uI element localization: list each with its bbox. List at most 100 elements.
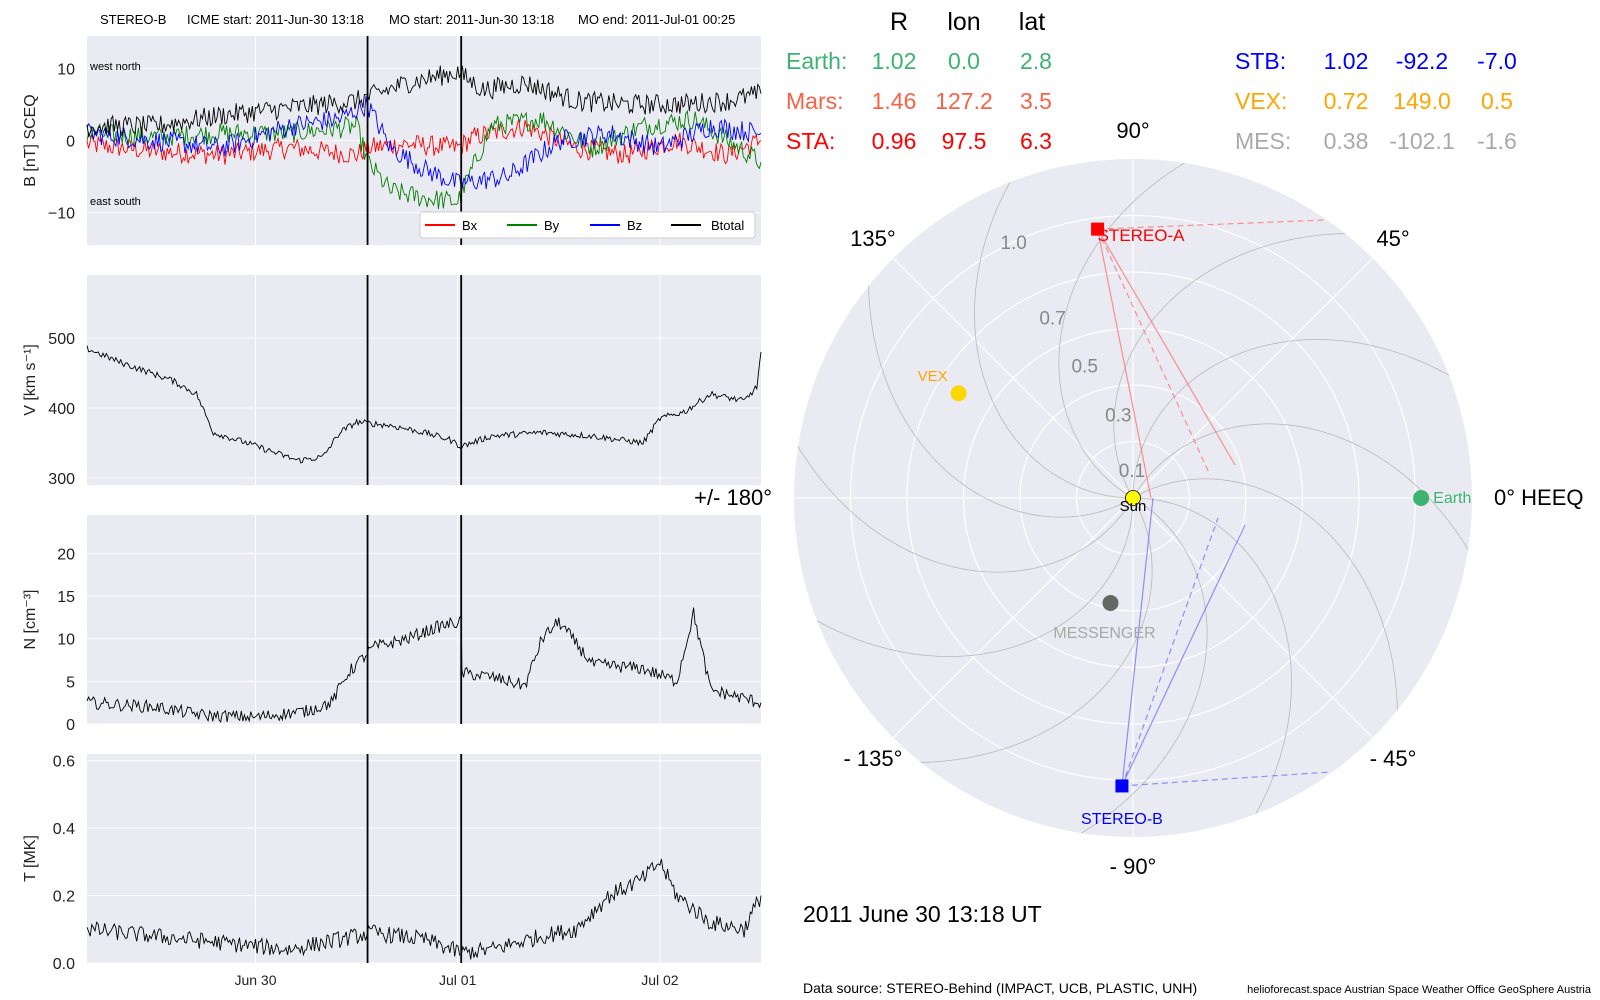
table-right-r: 0.72 <box>1324 88 1369 114</box>
series-line-t <box>86 858 762 960</box>
parker-spiral <box>794 428 1133 573</box>
date-label: 2011 June 30 13:18 UT <box>803 901 1042 927</box>
table-left-name: STA: <box>786 128 835 154</box>
y-tick-label: −10 <box>48 206 75 223</box>
radial-tick-label: 0.1 <box>1119 461 1145 482</box>
panel-background <box>87 515 761 724</box>
polar-spoke <box>1132 497 1374 739</box>
y-tick-label: 0 <box>66 717 75 734</box>
angle-label: - 45° <box>1370 746 1417 771</box>
panel-n: 20 15 10 5 0 N [cm⁻³] <box>22 515 762 734</box>
y-axis-label: B [nT] SCEQ <box>22 94 39 186</box>
header-spacecraft: STEREO-B <box>100 12 166 27</box>
table-right-name: MES: <box>1235 128 1291 154</box>
angle-label: 90° <box>1116 118 1149 143</box>
radial-tick-label: 0.5 <box>1071 356 1097 377</box>
radial-tick-label: 1.0 <box>1000 233 1026 254</box>
stb-line <box>1121 497 1154 787</box>
legend-label-by: By <box>544 218 560 233</box>
panel-background <box>87 754 761 963</box>
marker-earth <box>1413 490 1430 506</box>
y-tick-label: 300 <box>48 471 75 488</box>
series-line-v <box>86 345 762 464</box>
table-right-name: VEX: <box>1235 88 1287 114</box>
annotation-top: west north <box>89 61 141 73</box>
header-mo-start: MO start: 2011-Jun-30 13:18 <box>389 12 554 27</box>
stb-line <box>1121 524 1246 787</box>
radial-tick-label: 0.3 <box>1105 406 1131 427</box>
stb-line-dashed <box>1121 771 1331 787</box>
y-tick-label: 5 <box>66 674 75 691</box>
panel-v: 500 400 300 V [km s⁻¹] <box>22 275 762 488</box>
legend-box <box>419 211 756 239</box>
legend-label-btotal: Btotal <box>711 218 744 233</box>
table-right-r: 1.02 <box>1324 48 1369 74</box>
parker-spiral <box>1113 233 1366 497</box>
parker-spiral <box>1058 159 1203 498</box>
table-right-lon: 149.0 <box>1393 88 1451 114</box>
table-right-lat: -7.0 <box>1477 48 1517 74</box>
y-tick-label: 0.4 <box>53 821 75 838</box>
table-right-name: STB: <box>1235 48 1286 74</box>
credits-text: helioforecast.space Austrian Space Weath… <box>1247 984 1592 996</box>
y-tick-label: 10 <box>57 61 75 78</box>
parker-spiral <box>1063 498 1208 837</box>
legend-label-bx: Bx <box>462 218 478 233</box>
angle-label: 0° HEEQ <box>1494 485 1584 510</box>
parker-spiral <box>974 164 1132 499</box>
marker-stereo-b <box>1115 779 1129 793</box>
label-vex: VEX <box>918 368 948 385</box>
legend-label-bz: Bz <box>627 218 642 233</box>
table-right-lon: -102.1 <box>1389 128 1454 154</box>
series-line-btotal <box>86 65 762 138</box>
marker-vex <box>950 385 967 402</box>
y-tick-label: 15 <box>57 589 75 606</box>
label-earth: Earth <box>1433 490 1471 507</box>
y-tick-label: 0.2 <box>53 889 75 906</box>
annotation-bottom: east south <box>90 196 141 208</box>
sta-line-dashed <box>1097 228 1211 476</box>
table-header-r: R <box>890 8 908 36</box>
stb-line-dashed <box>1121 517 1219 787</box>
table-left-lon: 127.2 <box>935 88 993 114</box>
table-left-lat: 3.5 <box>1020 88 1052 114</box>
y-axis-label: N [cm⁻³] <box>22 590 39 650</box>
parker-spiral <box>799 499 1134 657</box>
angle-label: 135° <box>850 226 896 251</box>
y-tick-label: 0.6 <box>53 754 75 771</box>
table-left-name: Earth: <box>786 48 847 74</box>
marker-messenger <box>1102 594 1119 611</box>
table-left-r: 1.46 <box>872 88 917 114</box>
x-tick-label: Jun 30 <box>234 972 276 988</box>
table-left-name: Mars: <box>786 88 844 114</box>
series-line-by <box>86 109 762 210</box>
label-sun: Sun <box>1120 498 1147 515</box>
table-right-lat: -1.6 <box>1477 128 1517 154</box>
sta-line <box>1097 229 1152 499</box>
x-tick-label: Jul 01 <box>439 972 477 988</box>
parker-spiral <box>1134 478 1398 731</box>
y-tick-label: 20 <box>57 546 75 563</box>
table-left-r: 1.02 <box>872 48 917 74</box>
parker-spiral <box>1134 497 1292 832</box>
y-tick-label: 500 <box>48 331 75 348</box>
y-tick-label: 0 <box>66 134 75 151</box>
header-icme-start: ICME start: 2011-Jun-30 13:18 <box>187 12 364 27</box>
table-left-lon: 97.5 <box>942 128 987 154</box>
y-tick-label: 10 <box>57 632 75 649</box>
header-mo-end: MO end: 2011-Jul-01 00:25 <box>578 12 735 27</box>
panel-t: 0.6 0.4 0.2 0.0 T [MK] <box>22 754 762 973</box>
polar-spoke <box>1132 257 1374 499</box>
table-header-lon: lon <box>947 8 980 36</box>
table-header-lat: lat <box>1019 8 1045 36</box>
radial-tick-label: 0.7 <box>1039 308 1065 329</box>
sta-line <box>1097 228 1236 466</box>
data-source-text: Data source: STEREO-Behind (IMPACT, UCB,… <box>803 980 1197 996</box>
polar-spoke <box>892 497 1134 739</box>
parker-spiral <box>868 265 1132 518</box>
angle-label: +/- 180° <box>694 485 772 510</box>
table-left-lat: 2.8 <box>1020 48 1052 74</box>
table-left-r: 0.96 <box>872 128 917 154</box>
